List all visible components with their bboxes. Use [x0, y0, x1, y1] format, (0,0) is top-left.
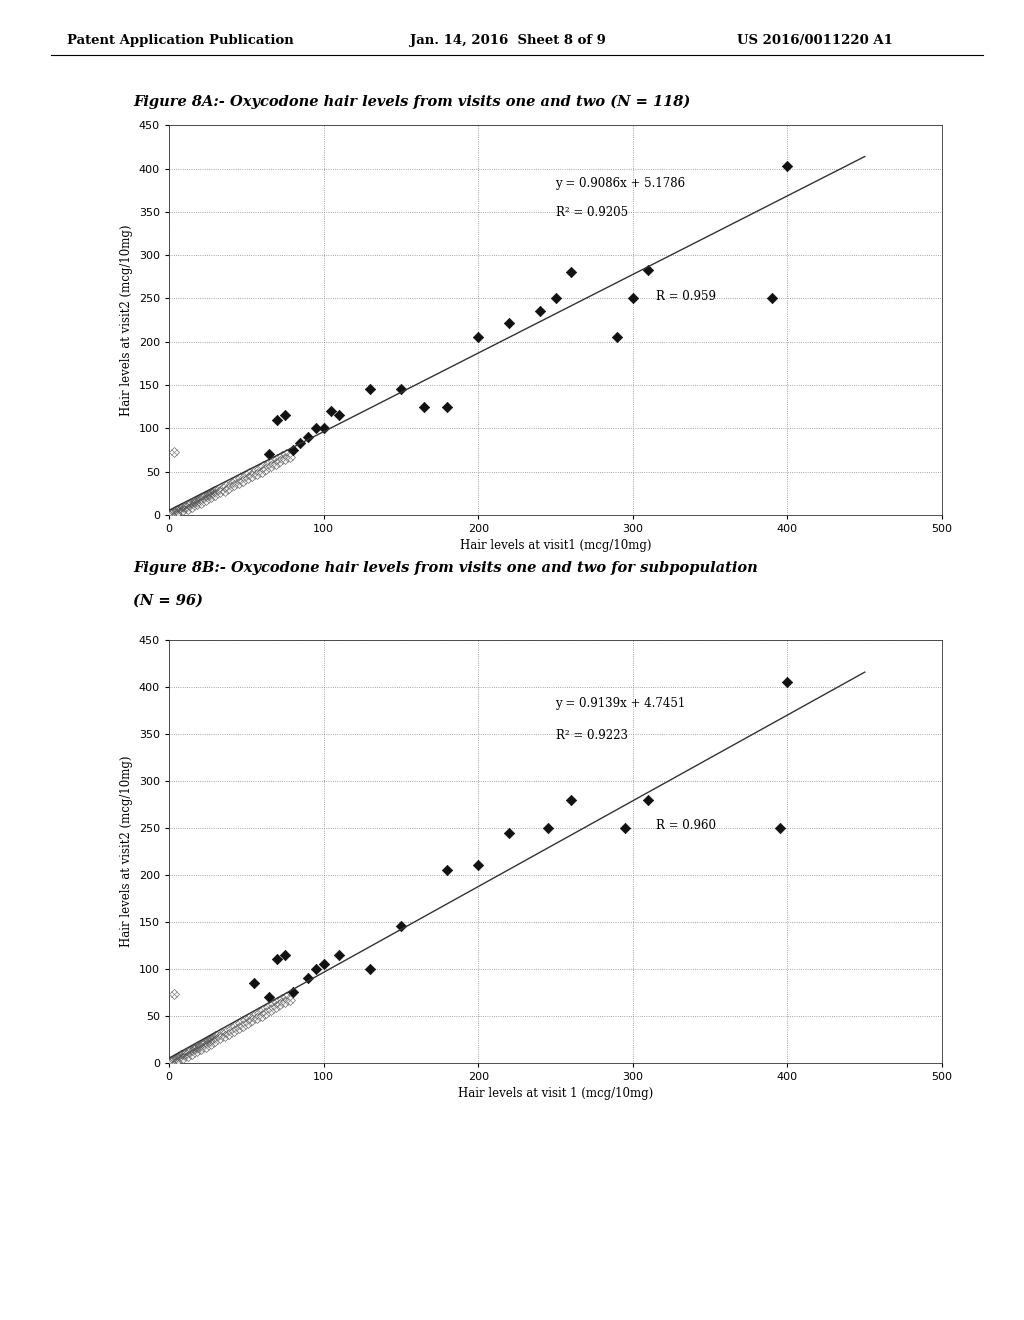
Point [439, 859, 456, 880]
Point [276, 944, 293, 965]
Point [361, 958, 378, 979]
Text: R = 0.960: R = 0.960 [656, 820, 716, 833]
Point [616, 817, 633, 838]
Point [261, 986, 278, 1007]
Point [361, 379, 378, 400]
Point [331, 944, 347, 965]
Point [771, 817, 787, 838]
Point [547, 288, 563, 309]
Point [640, 789, 656, 810]
Point [292, 433, 308, 454]
Point [470, 855, 486, 876]
Point [269, 949, 286, 970]
Point [269, 409, 286, 430]
Point [285, 440, 301, 461]
Point [563, 789, 580, 810]
Point [307, 958, 324, 979]
Point [439, 396, 456, 417]
Point [393, 916, 410, 937]
Point [779, 672, 796, 693]
Text: Jan. 14, 2016  Sheet 8 of 9: Jan. 14, 2016 Sheet 8 of 9 [410, 34, 605, 48]
Text: (N = 96): (N = 96) [133, 594, 203, 609]
Point [300, 968, 316, 989]
Point [416, 396, 432, 417]
Point [315, 417, 332, 438]
Point [531, 301, 548, 322]
Point [261, 444, 278, 465]
Point [324, 400, 340, 421]
Text: R = 0.959: R = 0.959 [656, 289, 716, 302]
Point [563, 261, 580, 282]
Point [315, 953, 332, 974]
Point [501, 822, 517, 843]
Point [625, 288, 641, 309]
X-axis label: Hair levels at visit 1 (mcg/10mg): Hair levels at visit 1 (mcg/10mg) [458, 1088, 653, 1100]
Text: R² = 0.9205: R² = 0.9205 [555, 206, 628, 219]
Point [540, 817, 556, 838]
Point [640, 259, 656, 280]
Point [300, 426, 316, 447]
Text: Figure 8B:- Oxycodone hair levels from visits one and two for subpopulation: Figure 8B:- Oxycodone hair levels from v… [133, 561, 758, 576]
Point [501, 312, 517, 333]
Text: R² = 0.9223: R² = 0.9223 [555, 729, 628, 742]
Point [307, 417, 324, 438]
Point [276, 405, 293, 426]
Y-axis label: Hair levels at visit2 (mcg/10mg): Hair levels at visit2 (mcg/10mg) [120, 755, 133, 948]
X-axis label: Hair levels at visit1 (mcg/10mg): Hair levels at visit1 (mcg/10mg) [460, 540, 651, 552]
Point [470, 327, 486, 348]
Text: y = 0.9086x + 5.1786: y = 0.9086x + 5.1786 [555, 177, 686, 190]
Text: Patent Application Publication: Patent Application Publication [67, 34, 293, 48]
Point [285, 982, 301, 1003]
Point [393, 379, 410, 400]
Text: US 2016/0011220 A1: US 2016/0011220 A1 [737, 34, 893, 48]
Point [764, 288, 780, 309]
Y-axis label: Hair levels at visit2 (mcg/10mg): Hair levels at visit2 (mcg/10mg) [120, 224, 133, 416]
Text: y = 0.9139x + 4.7451: y = 0.9139x + 4.7451 [555, 697, 686, 710]
Point [246, 973, 262, 994]
Point [609, 327, 626, 348]
Point [779, 156, 796, 177]
Point [331, 405, 347, 426]
Text: Figure 8A:- Oxycodone hair levels from visits one and two (N = 118): Figure 8A:- Oxycodone hair levels from v… [133, 95, 690, 110]
